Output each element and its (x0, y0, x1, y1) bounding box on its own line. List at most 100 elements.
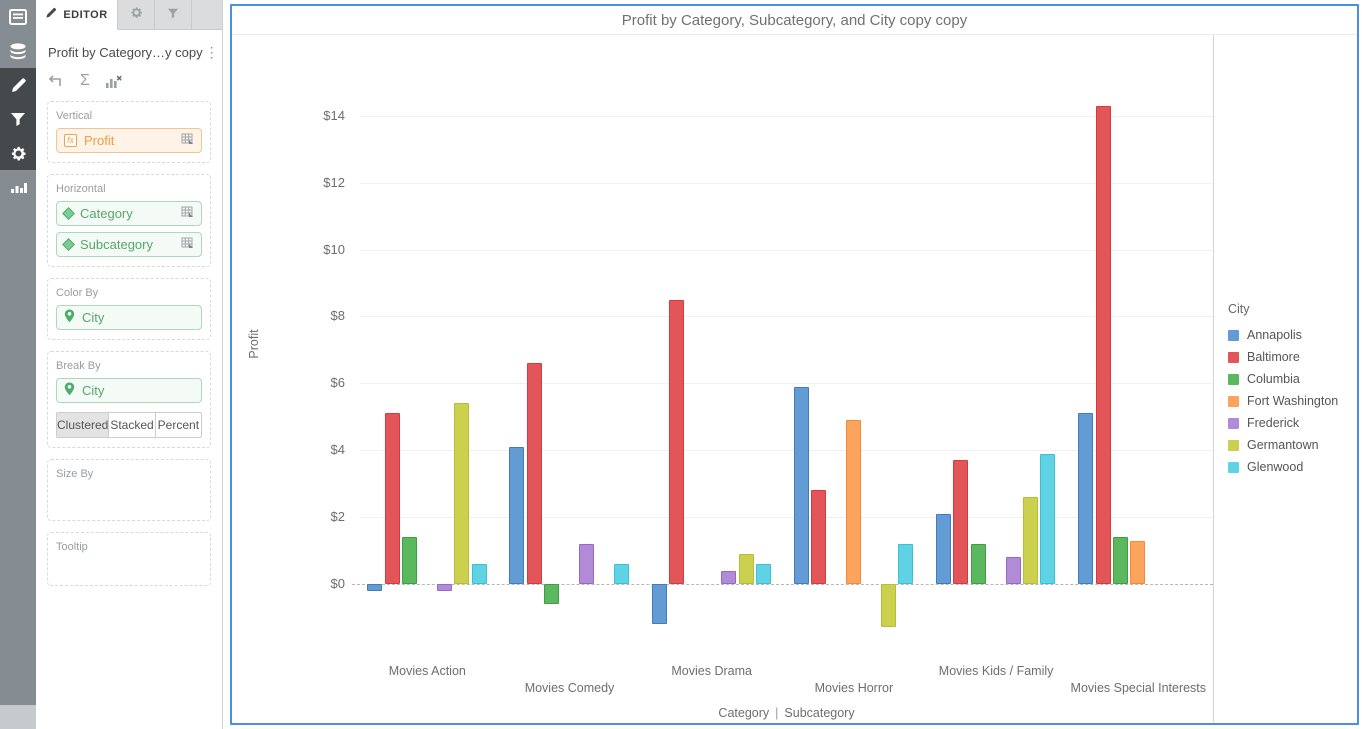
x-category-label: Movies Special Interests (1070, 681, 1207, 695)
legend-item-glenwood[interactable]: Glenwood (1228, 456, 1338, 478)
visualization-container[interactable]: Profit by Category, Subcategory, and Cit… (230, 4, 1359, 725)
swap-axes-icon[interactable] (48, 74, 65, 89)
bar-baltimore-3[interactable] (811, 490, 827, 584)
gridline-6 (360, 383, 1213, 385)
section-label: Horizontal (56, 183, 106, 195)
editor-button[interactable] (0, 68, 36, 102)
bar-annapolis-1[interactable] (509, 446, 525, 584)
x-category-label: Movies Horror (814, 681, 894, 695)
bar-columbia-0[interactable] (401, 537, 417, 584)
pill-label: Subcategory (80, 237, 153, 252)
legend-item-annapolis[interactable]: Annapolis (1228, 324, 1338, 346)
bar-glenwood-0[interactable] (471, 563, 487, 584)
bar-fort-washington-5[interactable] (1130, 540, 1146, 584)
datasets-button[interactable] (0, 34, 36, 68)
bar-annapolis-5[interactable] (1078, 413, 1094, 584)
bar-glenwood-4[interactable] (1040, 453, 1056, 584)
legend-swatch-icon (1228, 351, 1239, 363)
legend-swatch-icon (1228, 329, 1239, 341)
bar-germantown-3[interactable] (880, 584, 896, 628)
pill-color-by-city[interactable]: City (56, 305, 202, 330)
bar-baltimore-2[interactable] (668, 299, 684, 584)
bar-glenwood-3[interactable] (898, 543, 914, 584)
bar-columbia-1[interactable] (544, 584, 560, 605)
x-axis-title-separator: | (775, 706, 779, 720)
bar-glenwood-2[interactable] (755, 563, 771, 584)
section-size-by[interactable]: Size By (47, 459, 211, 521)
bar-chart-icon (10, 180, 27, 194)
pill-label: City (82, 310, 105, 325)
section-label: Break By (56, 360, 101, 372)
bar-glenwood-1[interactable] (613, 563, 629, 584)
section-label: Color By (56, 287, 99, 299)
left-icon-rail (0, 0, 36, 729)
tab-format[interactable] (118, 0, 155, 29)
chart-title: Profit by Category, Subcategory, and Cit… (232, 6, 1357, 35)
bar-baltimore-5[interactable] (1095, 105, 1111, 584)
bar-annapolis-2[interactable] (651, 584, 667, 625)
pill-break-by-city[interactable]: City (56, 378, 202, 403)
y-tick-label: $10 (323, 241, 345, 257)
legend-item-germantown[interactable]: Germantown (1228, 434, 1338, 456)
grid-icon[interactable] (181, 133, 194, 148)
contents-button[interactable] (0, 0, 36, 34)
editor-tabstrip: EDITOR (36, 0, 222, 30)
section-horizontal: Horizontal Category Subcategory (47, 174, 211, 267)
visualization-title: Profit by Category…y copy (48, 45, 203, 60)
attribute-diamond-icon (62, 238, 75, 251)
bar-germantown-0[interactable] (454, 403, 470, 584)
legend-item-baltimore[interactable]: Baltimore (1228, 346, 1338, 368)
bar-annapolis-0[interactable] (367, 584, 383, 591)
tab-filter[interactable] (155, 0, 192, 29)
bar-germantown-4[interactable] (1022, 497, 1038, 584)
pill-category[interactable]: Category (56, 201, 202, 226)
bar-frederick-0[interactable] (436, 584, 452, 591)
gridline-10 (360, 249, 1213, 251)
sigma-icon[interactable]: Σ (80, 72, 90, 89)
legend-swatch-icon (1228, 417, 1239, 429)
mode-percent[interactable]: Percent (157, 418, 200, 432)
filter-panel-button[interactable] (0, 102, 36, 136)
bar-frederick-4[interactable] (1005, 557, 1021, 584)
bar-baltimore-1[interactable] (526, 363, 542, 584)
kebab-menu-icon[interactable]: ⋮ (204, 44, 219, 60)
editor-panel: EDITOR Profit by Category…y copy ⋮ Σ (36, 0, 223, 729)
break-by-mode-toggle: Clustered Stacked Percent (56, 412, 202, 438)
grid-icon[interactable] (181, 237, 194, 252)
y-tick-label: $2 (330, 509, 345, 525)
legend-item-frederick[interactable]: Frederick (1228, 412, 1338, 434)
gridline-8 (360, 316, 1213, 318)
bar-baltimore-4[interactable] (953, 460, 969, 584)
chart-rail-button[interactable] (0, 170, 36, 204)
bar-frederick-1[interactable] (578, 543, 594, 584)
bar-frederick-2[interactable] (721, 570, 737, 584)
settings-button[interactable] (0, 136, 36, 170)
x-category-label: Movies Kids / Family (938, 664, 1054, 678)
legend-item-columbia[interactable]: Columbia (1228, 368, 1338, 390)
grid-icon[interactable] (181, 206, 194, 221)
bar-germantown-2[interactable] (738, 553, 754, 584)
pill-profit[interactable]: fx Profit (56, 128, 202, 153)
tab-editor-label: EDITOR (63, 8, 108, 21)
bar-fort-washington-3[interactable] (845, 420, 861, 584)
pill-label: City (82, 383, 105, 398)
bar-columbia-5[interactable] (1112, 537, 1128, 584)
x-axis-title-subcategory: Subcategory (784, 706, 855, 720)
bar-annapolis-3[interactable] (793, 386, 809, 584)
legend-item-fort-washington[interactable]: Fort Washington (1228, 390, 1338, 412)
pill-subcategory[interactable]: Subcategory (56, 232, 202, 257)
bar-columbia-4[interactable] (970, 543, 986, 584)
map-pin-icon (64, 382, 75, 399)
rail-collapse-button[interactable] (0, 705, 36, 729)
legend-label: Frederick (1247, 416, 1300, 430)
bar-annapolis-4[interactable] (935, 513, 951, 584)
x-category-label: Movies Comedy (524, 681, 615, 695)
bar-baltimore-0[interactable] (384, 413, 400, 584)
x-category-label: Movies Action (388, 664, 466, 678)
mode-clustered[interactable]: Clustered (57, 413, 110, 437)
tab-editor[interactable]: EDITOR (36, 0, 118, 30)
mode-stacked[interactable]: Stacked (109, 413, 156, 437)
y-tick-label: $14 (323, 107, 345, 123)
chart-clear-icon[interactable] (105, 74, 123, 89)
section-tooltip[interactable]: Tooltip (47, 532, 211, 586)
